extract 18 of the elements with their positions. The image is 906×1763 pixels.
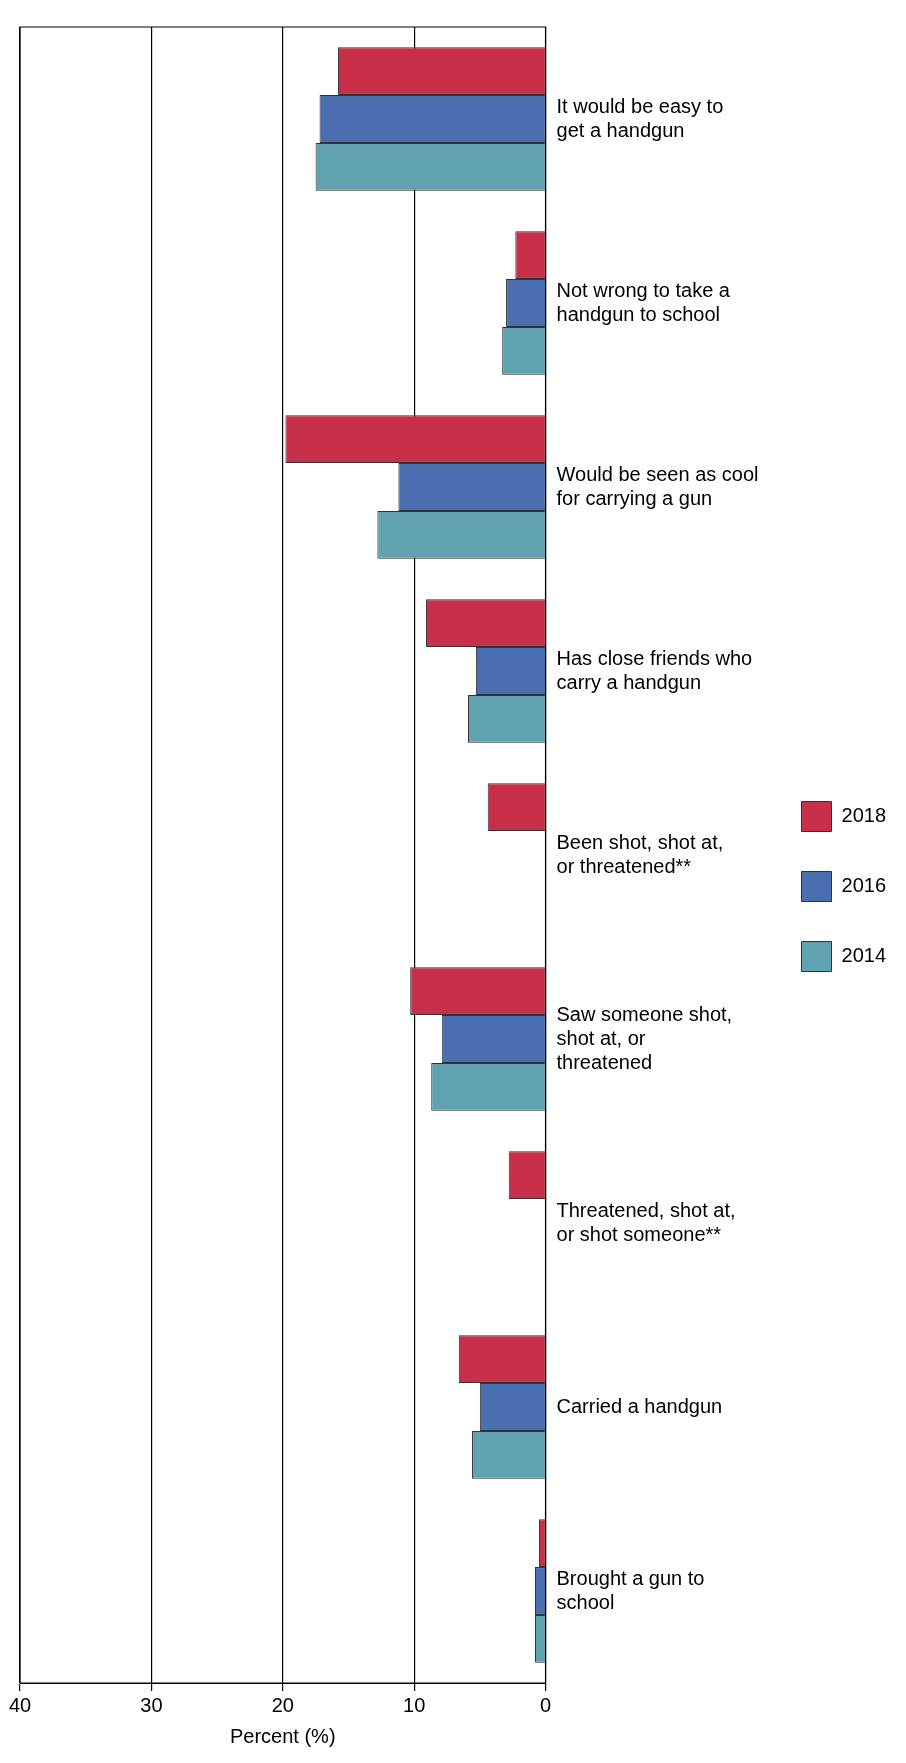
y-tick-label: Been shot, shot at, or threatened** [556, 830, 724, 877]
x-tick-label: 20 [271, 1693, 294, 1716]
x-tick-label: 30 [140, 1693, 163, 1716]
y-tick-label: Has close friends who carry a handgun [556, 646, 753, 693]
legend-label: 2014 [841, 944, 887, 967]
y-tick-label: Not wrong to take a handgun to school [556, 278, 731, 325]
x-tick-label: 0 [539, 1693, 552, 1716]
legend-label: 2016 [841, 874, 887, 897]
y-tick-label: Saw someone shot, shot at, or threatened [556, 1002, 733, 1073]
x-axis-title: Percent (%) [229, 1724, 336, 1747]
x-tick-label: 40 [8, 1693, 32, 1716]
y-tick-label: Threatened, shot at, or shot someone** [556, 1198, 736, 1245]
y-tick-label: Carried a handgun [556, 1394, 723, 1417]
x-tick-label: 10 [403, 1693, 426, 1716]
y-tick-label: Would be seen as cool for carrying a gun [556, 462, 759, 509]
y-tick-label: Brought a gun to school [556, 1566, 705, 1613]
legend-label: 2018 [841, 804, 887, 827]
y-tick-label: It would be easy to get a handgun [556, 94, 724, 141]
